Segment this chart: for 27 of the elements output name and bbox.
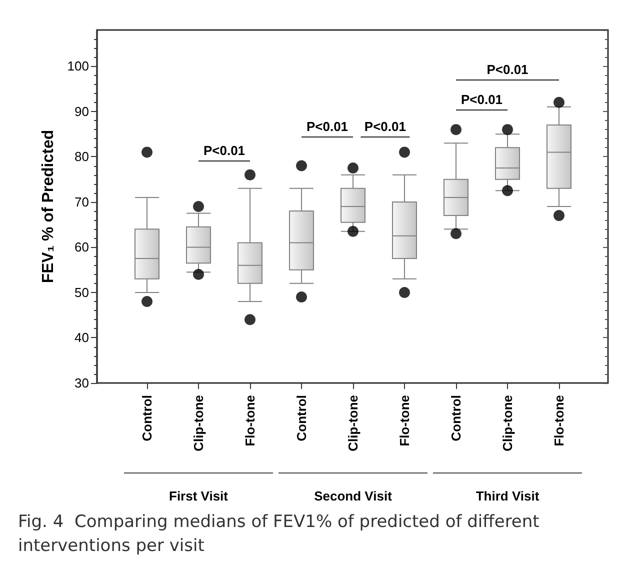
x-tick-label: Flo-tone bbox=[242, 395, 258, 446]
annotation: P<0.01 bbox=[364, 119, 406, 134]
text: First Visit bbox=[168, 488, 229, 504]
y-tick-label: 80 bbox=[74, 149, 89, 164]
text: Second Visit bbox=[314, 488, 393, 504]
y-tick-label: 50 bbox=[74, 284, 89, 300]
y-tick-label: 40 bbox=[74, 330, 89, 346]
text: Third Visit bbox=[476, 488, 540, 504]
y-tick-label: 30 bbox=[74, 376, 89, 390]
x-tick-label: Clip-tone bbox=[346, 395, 360, 452]
y-tick-label: 60 bbox=[74, 240, 89, 255]
y-axis-title: FEV₁ % of Predicted bbox=[40, 130, 57, 284]
x-tick-label: Flo-tone bbox=[552, 395, 566, 446]
x-tick-label: Clip-tone bbox=[500, 395, 515, 452]
x-tick-label: Control bbox=[448, 395, 464, 442]
x-tick-label: Flo-tone bbox=[397, 395, 412, 446]
x-tick-label: Control bbox=[294, 395, 309, 442]
y-tick-label: 100 bbox=[67, 58, 89, 74]
annotation: P<0.01 bbox=[203, 143, 246, 158]
annotation: P<0.01 bbox=[486, 62, 528, 77]
annotation: P<0.01 bbox=[460, 92, 503, 107]
y-tick-label: 90 bbox=[74, 104, 89, 119]
caption: Fig. 4 Comparing medians of FEV1% of predicted of different interventions per visit bbox=[18, 512, 545, 556]
x-tick-label: Clip-tone bbox=[191, 395, 206, 452]
annotation: P<0.01 bbox=[306, 119, 348, 134]
y-tick-label: 70 bbox=[74, 194, 89, 210]
x-tick-label: Control bbox=[140, 395, 154, 442]
